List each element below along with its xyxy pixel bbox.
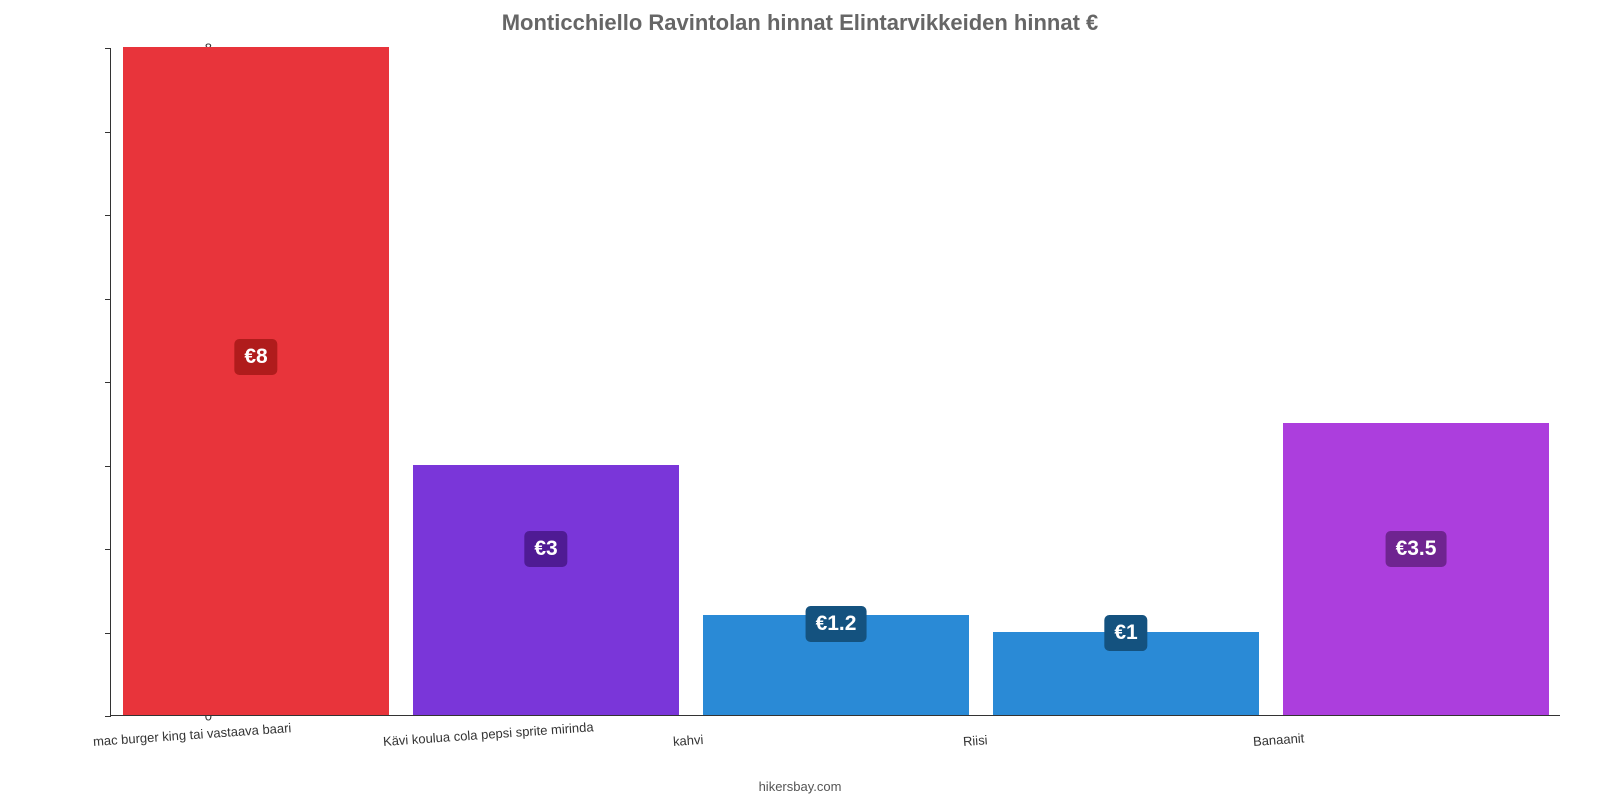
bar-value-label: €1	[1104, 615, 1147, 651]
x-tick-label: mac burger king tai vastaava baari	[92, 720, 291, 749]
x-tick-label: Kävi koulua cola pepsi sprite mirinda	[382, 719, 594, 749]
bar-value-label: €3.5	[1386, 531, 1447, 567]
chart-footer: hikersbay.com	[0, 779, 1600, 794]
plot-area: 012345678€8mac burger king tai vastaava …	[110, 48, 1560, 716]
x-tick-label: Riisi	[962, 732, 988, 749]
chart-title: Monticchiello Ravintolan hinnat Elintarv…	[0, 10, 1600, 36]
bar-value-label: €3	[524, 531, 567, 567]
price-bar-chart: Monticchiello Ravintolan hinnat Elintarv…	[0, 0, 1600, 800]
bar-value-label: €8	[234, 339, 277, 375]
x-tick-label: kahvi	[672, 732, 703, 749]
bar-value-label: €1.2	[806, 606, 867, 642]
x-tick-label: Banaanit	[1252, 730, 1304, 749]
bar	[413, 465, 680, 716]
bar	[1283, 423, 1550, 715]
bar	[123, 47, 390, 715]
